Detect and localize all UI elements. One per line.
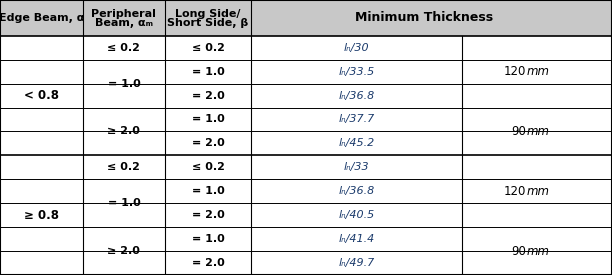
Text: = 1.0: = 1.0 [192,114,225,125]
Text: = 2.0: = 2.0 [192,138,225,148]
Text: = 2.0: = 2.0 [192,210,225,220]
Text: ≥ 2.0: ≥ 2.0 [108,246,140,256]
Text: = 1.0: = 1.0 [108,79,140,89]
Text: < 0.8: < 0.8 [24,89,59,102]
Text: lₙ/30: lₙ/30 [344,43,369,53]
Text: ≥ 2.0: ≥ 2.0 [108,126,140,136]
Text: ≤ 0.2: ≤ 0.2 [108,43,140,53]
Text: = 1.0: = 1.0 [108,198,140,208]
Text: lₙ/36.8: lₙ/36.8 [338,90,375,101]
Text: Minimum Thickness: Minimum Thickness [355,11,493,24]
Text: lₙ/37.7: lₙ/37.7 [338,114,375,125]
Text: Short Side, β: Short Side, β [168,18,248,28]
Text: lₙ/33.5: lₙ/33.5 [338,67,375,77]
Text: = 2.0: = 2.0 [192,258,225,268]
Text: 90: 90 [512,244,526,258]
Text: Beam, αₘ: Beam, αₘ [95,18,153,28]
Text: = 1.0: = 1.0 [192,186,225,196]
Text: = 1.0: = 1.0 [192,67,225,77]
Text: lₙ/40.5: lₙ/40.5 [338,210,375,220]
Text: 120: 120 [504,185,526,198]
Text: mm: mm [526,65,550,78]
Bar [0,0,612,36]
Text: lₙ/41.4: lₙ/41.4 [338,234,375,244]
Text: Long Side/: Long Side/ [175,9,241,19]
Text: lₙ/36.8: lₙ/36.8 [338,186,375,196]
Text: lₙ/49.7: lₙ/49.7 [338,258,375,268]
Text: = 1.0: = 1.0 [192,234,225,244]
Text: ≤ 0.2: ≤ 0.2 [192,162,225,172]
Text: mm: mm [526,244,550,258]
Text: mm: mm [526,185,550,198]
Text: ≤ 0.2: ≤ 0.2 [192,43,225,53]
Text: lₙ/33: lₙ/33 [344,162,369,172]
Text: Edge Beam, α: Edge Beam, α [0,13,84,23]
Text: 120: 120 [504,65,526,78]
Text: mm: mm [526,125,550,138]
Bar [0,36,612,275]
Text: lₙ/45.2: lₙ/45.2 [338,138,375,148]
Text: ≥ 0.8: ≥ 0.8 [24,209,59,222]
Text: = 2.0: = 2.0 [192,90,225,101]
Text: 90: 90 [512,125,526,138]
Text: Peripheral: Peripheral [91,9,157,19]
Text: ≤ 0.2: ≤ 0.2 [108,162,140,172]
